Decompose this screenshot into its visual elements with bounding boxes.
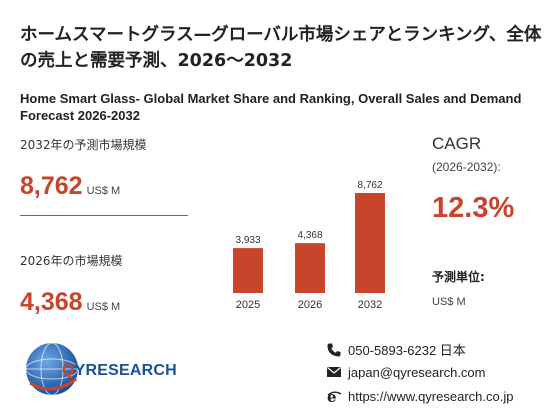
market-2026-label: 2026年の市場規模 (20, 254, 123, 268)
x-tick-label-2026: 2026 (298, 299, 322, 311)
stat-divider (20, 215, 188, 216)
qyresearch-logo: QYRESEARCH (22, 335, 177, 405)
cagr-period: (2026-2032): (432, 160, 501, 174)
market-bar-chart: 3,933 2025 4,368 2026 8,762 2032 (233, 180, 385, 311)
cagr-value: 12.3% (432, 192, 515, 224)
forecast-2032-unit: US$ M (86, 185, 121, 197)
market-2026-value: 4,368 (20, 288, 83, 316)
contact-email[interactable]: japan@qyresearch.com (326, 364, 485, 380)
browser-icon: e (327, 388, 342, 404)
market-2026-unit: US$ M (86, 301, 121, 313)
bar-2026 (295, 243, 325, 293)
forecast-2032-value: 8,762 (20, 172, 83, 200)
bar-value-label-2025: 3,933 (235, 235, 260, 246)
x-tick-label-2032: 2032 (358, 299, 382, 311)
svg-text:e: e (327, 388, 337, 404)
bar-2032 (355, 193, 385, 293)
bar-2025 (233, 248, 263, 293)
logo-wordmark: QYRESEARCH (62, 362, 177, 379)
bar-value-label-2032: 8,762 (357, 180, 382, 191)
phone-icon (327, 343, 341, 356)
cagr-title: CAGR (432, 134, 482, 153)
forecast-unit-value: US$ M (432, 296, 466, 308)
contact-phone: 050-5893-6232 日本 (326, 340, 466, 359)
mail-icon (327, 367, 341, 377)
bar-value-label-2026: 4,368 (297, 230, 322, 241)
page-title-en: Home Smart Glass- Global Market Share an… (20, 91, 522, 123)
phone-number: 050-5893-6232 日本 (348, 343, 466, 358)
forecast-2032-stat: 8,762 US$ M (20, 172, 120, 201)
website-url[interactable]: https://www.qyresearch.co.jp (348, 388, 514, 404)
forecast-2032-label: 2032年の予測市場規模 (20, 138, 147, 152)
x-tick-label-2025: 2025 (236, 299, 260, 311)
forecast-unit-title: 予測単位: (432, 270, 485, 284)
email-address[interactable]: japan@qyresearch.com (348, 364, 486, 380)
contact-website[interactable]: e https://www.qyresearch.co.jp (326, 388, 513, 404)
market-2026-stat: 4,368 US$ M (20, 288, 120, 317)
globe-icon (25, 342, 79, 396)
page-title-jp: ホームスマートグラス—グローバル市場シェアとランキング、全体の売上と需要予測、2… (20, 25, 542, 71)
